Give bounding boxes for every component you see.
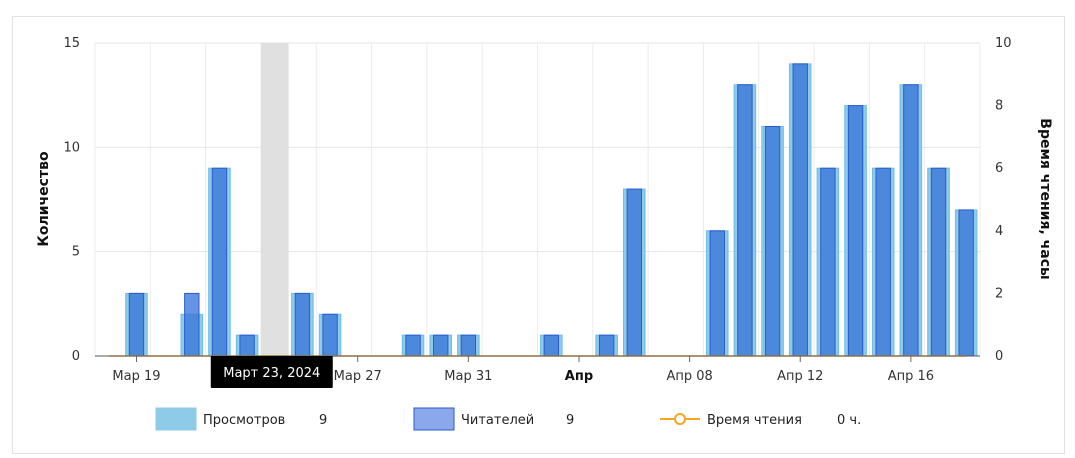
x-tick-label: Апр 12 [777, 369, 823, 384]
y2-tick-label: 6 [995, 161, 1003, 176]
y2-tick-label: 8 [995, 99, 1003, 114]
bar-series [125, 63, 978, 357]
bar-readers [903, 84, 919, 357]
bar-readers [239, 334, 255, 357]
y2-axis-ticks: 0 2 4 6 8 10 [995, 36, 1012, 364]
bar-readers [792, 63, 808, 357]
tooltip-text: Март 23, 2024 [223, 366, 320, 381]
y-axis-title: Количество [36, 151, 52, 247]
legend-swatch-marker [674, 413, 686, 425]
legend-item: Просмотров 9 [155, 407, 327, 431]
legend-swatch [413, 407, 455, 431]
y-axis-ticks: 0 5 10 15 [63, 36, 80, 364]
legend: Просмотров 9 Читателей 9 Время чтения 0 ч. [155, 407, 861, 431]
legend-swatch [155, 407, 197, 431]
x-tick-label: Апр 16 [888, 369, 934, 384]
y2-tick-label: 0 [995, 349, 1003, 364]
bar-readers [543, 334, 560, 357]
x-tick-label: Мар 27 [334, 369, 382, 384]
tooltip-box [210, 356, 333, 388]
bar-readers [958, 209, 974, 357]
bar-readers [294, 292, 311, 357]
x-tick-label: Мар 31 [444, 369, 492, 384]
y-tick-label: 0 [72, 349, 80, 364]
y2-tick-label: 2 [995, 286, 1003, 301]
bar-readers [598, 334, 615, 357]
bar-readers [875, 167, 891, 357]
legend-item: Читателей 9 [413, 407, 574, 431]
tooltip: Март 23, 2024 [210, 356, 333, 388]
bar-readers [211, 167, 228, 357]
bar-readers [930, 167, 947, 357]
legend-value: 0 ч. [837, 413, 861, 428]
highlight-band [260, 43, 289, 356]
bar-readers [433, 334, 449, 357]
bar-readers [405, 334, 421, 357]
legend-label: Время чтения [707, 413, 802, 428]
y-tick-label: 15 [63, 36, 80, 51]
y2-axis-title: Время чтения, часы [1037, 118, 1053, 279]
hover-highlight [260, 43, 289, 356]
bar-readers [626, 188, 642, 357]
bar-readers [847, 105, 864, 357]
y2-tick-label: 4 [995, 224, 1003, 239]
y-tick-label: 5 [72, 245, 80, 260]
bar-readers [764, 125, 781, 357]
legend-label: Читателей [461, 413, 534, 428]
bar-readers [820, 167, 836, 357]
x-tick-label: Апр 08 [666, 369, 712, 384]
y2-tick-label: 10 [995, 36, 1012, 51]
bar-readers [460, 334, 477, 357]
bar-readers [184, 292, 200, 357]
bar-readers [709, 230, 725, 357]
legend-value: 9 [319, 413, 327, 428]
x-tick-label: Мар 19 [112, 369, 160, 384]
legend-item: Время чтения 0 ч. [660, 413, 861, 428]
bar-readers [128, 292, 145, 357]
x-tick-label: Апр [565, 369, 593, 384]
y-tick-label: 10 [63, 140, 80, 155]
legend-label: Просмотров [203, 413, 285, 428]
bar-readers [737, 84, 753, 357]
legend-value: 9 [566, 413, 574, 428]
bar-readers [322, 313, 338, 357]
